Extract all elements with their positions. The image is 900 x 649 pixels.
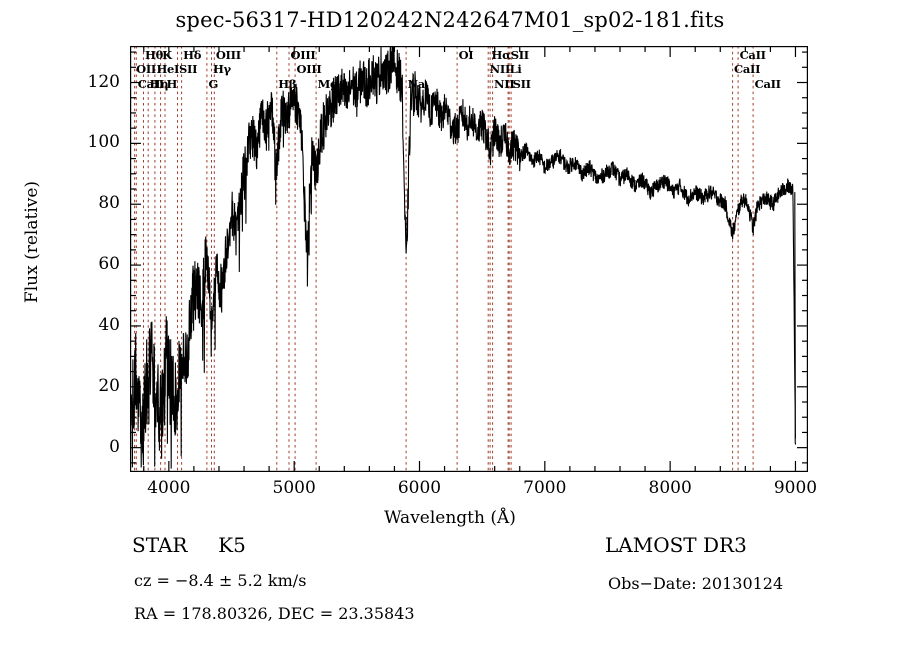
- spectrum-plot-svg: [130, 46, 808, 472]
- y-tick-label: 20: [98, 375, 120, 396]
- spectral-line-label: NII: [489, 62, 511, 76]
- observation-date: Obs−Date: 20130124: [608, 574, 784, 593]
- spectral-line-label: CaII: [754, 77, 781, 91]
- x-tick-label: 6000: [397, 478, 442, 498]
- spectral-line-label: Hα: [491, 48, 511, 62]
- y-tick-label: 60: [98, 254, 120, 275]
- spectral-line-label: SII: [178, 62, 198, 76]
- object-class: STAR: [132, 533, 188, 557]
- spectral-line-label: K: [162, 48, 172, 62]
- spectral-line-label: Hγ: [212, 62, 231, 76]
- spectral-line-label: Na: [407, 77, 426, 91]
- y-tick-label: 80: [98, 193, 120, 214]
- y-tick-label: 0: [109, 436, 120, 457]
- x-tick-label: 7000: [523, 478, 567, 498]
- spectral-line-label: Li: [509, 62, 522, 76]
- spectral-line-label: Hη: [149, 77, 169, 91]
- spectral-line-label: SII: [512, 77, 531, 91]
- x-tick-label: 8000: [648, 478, 692, 498]
- page-title: spec-56317-HD120242N242647M01_sp02-181.f…: [175, 8, 725, 32]
- plot-area: OII CaII Hθ K H HeI SII Hη Hδ Hγ G OIII Hβ OIII OIII Mg…: [130, 46, 808, 472]
- spectrum-curve: [130, 46, 797, 469]
- spectral-line-label: CaII: [137, 77, 164, 91]
- y-tick-label: 120: [87, 71, 120, 92]
- x-axis-label: Wavelength (Å): [384, 508, 516, 528]
- spectral-line-label: CaII: [739, 48, 766, 62]
- spectral-line-label: Hβ: [278, 77, 297, 91]
- survey-label: LAMOST DR3: [605, 533, 747, 557]
- spectral-line-label: HeI: [156, 62, 180, 76]
- coordinates: RA = 178.80326, DEC = 23.35843: [134, 604, 415, 623]
- spectral-line-label: OIII: [215, 48, 241, 62]
- spectral-line-label: NII: [494, 77, 515, 91]
- spectral-line-label: Hθ: [145, 48, 163, 62]
- y-axis-label: Flux (relative): [22, 180, 42, 304]
- spectral-line-label: G: [208, 77, 218, 91]
- redshift-velocity: cz = −8.4 ± 5.2 km/s: [134, 571, 307, 590]
- spectral-line-label: CaII: [734, 62, 761, 76]
- spectral-line-label: H: [166, 77, 178, 91]
- spectral-line-label: OIII: [290, 48, 316, 62]
- plot-frame: [130, 46, 808, 472]
- spectral-line-label: SII: [510, 48, 529, 62]
- x-tick-label: 5000: [272, 478, 316, 498]
- x-tick-label: 9000: [773, 478, 818, 498]
- object-class-label: STAR K5: [132, 533, 246, 557]
- spectral-line-label: Hδ: [183, 48, 202, 62]
- spectral-line-label: OII: [136, 62, 157, 76]
- spectral-line-label: OI: [458, 48, 474, 62]
- spectral-line-label: Mg: [317, 77, 338, 91]
- object-subclass: K5: [218, 533, 246, 557]
- y-tick-label: 100: [87, 132, 120, 153]
- axis-ticks: [130, 46, 808, 472]
- x-tick-label: 4000: [147, 478, 191, 498]
- spectral-line-label: OIII: [296, 62, 322, 76]
- y-tick-label: 40: [98, 314, 120, 335]
